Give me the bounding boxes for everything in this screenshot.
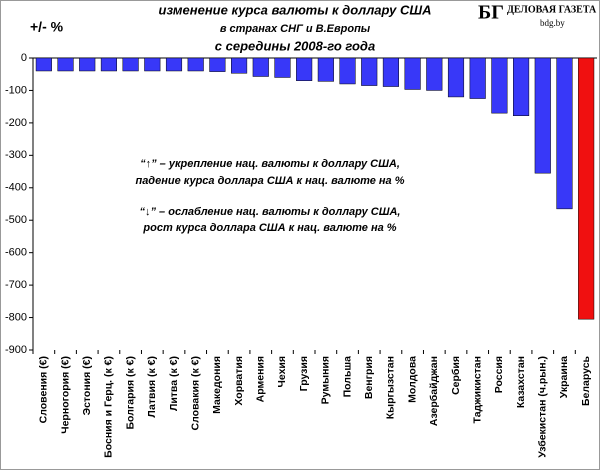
logo: БГ ДЕЛОВАЯ ГАЗЕТА bdg.by — [478, 2, 597, 28]
annotation: рост курса доллара США к нац. валюте на … — [142, 222, 396, 234]
x-tick-label: Казахстан — [515, 356, 527, 408]
chart-subtitle: в странах СНГ и В.Европы — [220, 23, 371, 35]
bar — [274, 57, 291, 78]
y-tick-label: -900 — [5, 344, 27, 356]
bar — [209, 57, 226, 72]
bar — [100, 57, 117, 72]
bar — [231, 57, 248, 74]
y-tick-label: -500 — [5, 214, 27, 226]
y-tick-label: -800 — [5, 311, 27, 323]
logo-mark: БГ — [478, 2, 504, 24]
logo-site: bdg.by — [540, 18, 565, 28]
chart-subtitle: с середины 2008-го года — [215, 38, 375, 53]
bar — [382, 57, 399, 87]
bar — [578, 57, 595, 320]
x-tick-label: Чехия — [276, 356, 288, 388]
x-tick-label: Беларусь — [580, 355, 592, 406]
y-tick-label: -700 — [5, 279, 27, 291]
bar — [57, 57, 74, 72]
x-tick-label: Польша — [341, 356, 353, 398]
x-tick-label: Грузия — [298, 356, 310, 391]
x-tick-label: Словакия (к €) — [189, 356, 201, 430]
bar — [317, 57, 334, 82]
bar — [122, 57, 139, 72]
annotation: “↑” – укрепление нац. валюты к доллару С… — [140, 158, 400, 170]
bar — [491, 57, 508, 114]
annotation: “↓” – ослабление нац. валюты к доллару С… — [140, 206, 401, 218]
x-tick-label: Румыния — [320, 356, 332, 404]
x-tick-label: Узбекистан (ч.рын.) — [537, 356, 549, 458]
x-tick-label: Украина — [558, 356, 570, 398]
x-tick-label: Словения (€) — [38, 356, 50, 423]
x-tick-label: Болгария (к €) — [124, 356, 136, 430]
x-tick-label: Кыргызстан — [385, 356, 397, 419]
bar — [556, 57, 573, 210]
y-tick-label: -600 — [5, 247, 27, 259]
y-axis-label: +/- % — [30, 19, 64, 35]
bar — [447, 57, 465, 98]
bar — [165, 57, 183, 72]
x-tick-label: Азербайджан — [428, 356, 440, 426]
logo-name: ДЕЛОВАЯ ГАЗЕТА — [507, 4, 597, 15]
x-tick-label: Молдова — [406, 356, 418, 403]
x-tick-label: Россия — [493, 356, 505, 393]
y-tick-label: -200 — [5, 117, 27, 129]
y-tick-label: -100 — [5, 84, 27, 96]
bar — [534, 57, 551, 174]
chart-title: изменение курса валюты к доллару США — [159, 2, 432, 17]
bar — [469, 57, 486, 99]
x-tick-label: Хорватия — [233, 356, 245, 406]
x-tick-label: Литва (к €) — [168, 356, 180, 411]
x-tick-label: Македония — [211, 356, 223, 414]
y-tick-label: 0 — [21, 52, 27, 64]
x-tick-label: Латвия (к €) — [146, 356, 158, 418]
x-tick-label: Венгрия — [363, 356, 375, 399]
x-tick-label: Сербия — [450, 356, 462, 395]
bar — [35, 57, 52, 72]
bar — [296, 57, 313, 81]
bar — [144, 57, 161, 72]
bar — [426, 57, 443, 91]
bar — [252, 57, 269, 77]
bar — [404, 57, 421, 90]
y-tick-label: -300 — [5, 149, 27, 161]
x-tick-label: Черногория (€) — [59, 356, 71, 434]
bar — [79, 57, 96, 72]
bar — [339, 57, 356, 85]
bar — [187, 57, 204, 72]
x-tick-label: Таджикистан — [471, 356, 483, 423]
y-tick-label: -400 — [5, 182, 27, 194]
x-tick-label: Эстония (€) — [81, 356, 93, 415]
bar — [513, 57, 530, 117]
x-tick-label: Армения — [255, 356, 267, 402]
annotation: падение курса доллара США к нац. валюте … — [135, 175, 404, 187]
x-tick-label: Босния и Герц. (к €) — [103, 356, 115, 458]
bar — [361, 57, 378, 86]
